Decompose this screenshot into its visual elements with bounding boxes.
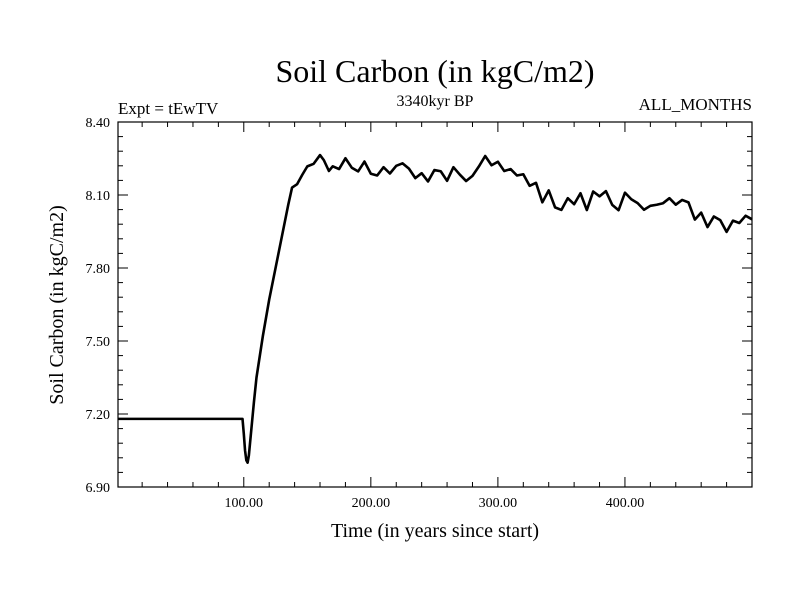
x-tick-label: 300.00 xyxy=(479,496,518,511)
y-tick-label: 7.80 xyxy=(86,262,111,277)
y-tick-label: 8.10 xyxy=(86,189,111,204)
y-tick-label: 6.90 xyxy=(86,481,111,496)
y-tick-label: 7.20 xyxy=(86,408,111,423)
y-tick-label: 8.40 xyxy=(86,116,111,131)
x-tick-label: 400.00 xyxy=(606,496,645,511)
x-tick-label: 100.00 xyxy=(225,496,264,511)
plot-frame xyxy=(117,121,753,488)
chart-title: Soil Carbon (in kgC/m2) xyxy=(275,53,594,89)
y-tick-label: 7.50 xyxy=(86,335,111,350)
x-tick-label: 200.00 xyxy=(352,496,391,511)
x-axis-label: Time (in years since start) xyxy=(331,520,539,542)
y-axis-label: Soil Carbon (in kgC/m2) xyxy=(46,205,68,404)
chart-subtitle: 3340kyr BP xyxy=(397,93,474,110)
plot-area: 100.00 200.00 300.00 400.00 6.90 7.20 7.50 7.80… xyxy=(86,116,753,511)
expt-label: Expt = tEwTV xyxy=(118,99,219,118)
period-label: ALL_MONTHS xyxy=(639,95,752,114)
series-line-soil-carbon xyxy=(118,153,753,464)
